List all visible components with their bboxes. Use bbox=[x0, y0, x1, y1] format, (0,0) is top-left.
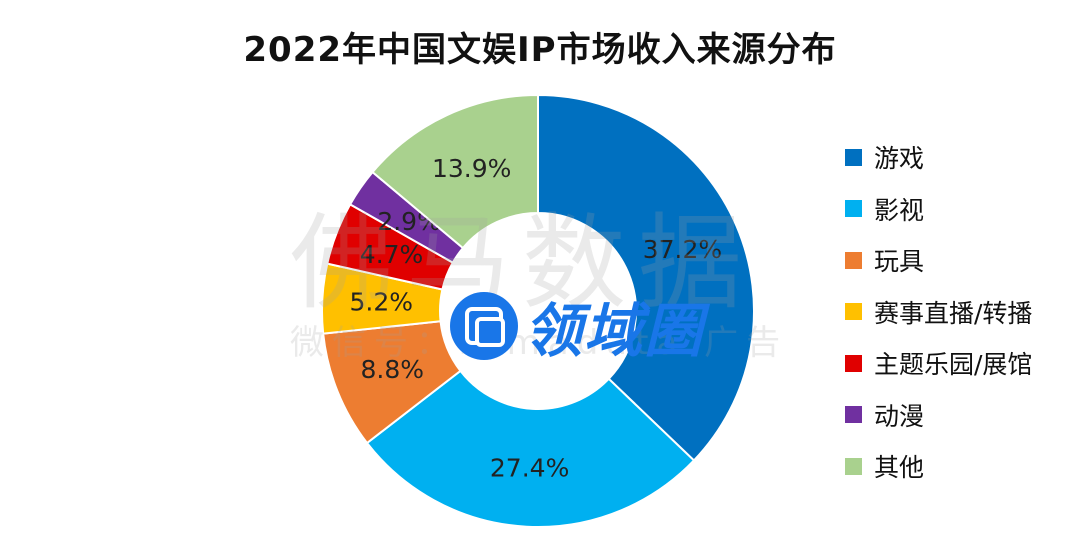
legend: 游戏影视玩具赛事直播/转播 主题乐园/展馆 动漫其他 bbox=[845, 138, 1032, 499]
slice-data-label-3: 5.2% bbox=[350, 287, 414, 316]
legend-label: 主题乐园/展馆 bbox=[874, 350, 1033, 379]
watermark-subtext: 微信号：fomadata 广告 bbox=[290, 323, 789, 363]
slice-data-label-6: 13.9% bbox=[432, 154, 511, 183]
legend-label: 影视 bbox=[874, 195, 925, 225]
slice-data-label-2: 8.8% bbox=[361, 355, 425, 384]
legend-swatch bbox=[845, 457, 862, 475]
slice-data-label-4: 4.7% bbox=[360, 240, 424, 269]
logo: 领域圈 bbox=[450, 284, 704, 368]
overlapping-squares-icon bbox=[450, 292, 518, 360]
slice-data-label-0: 37.2% bbox=[643, 235, 722, 264]
legend-swatch bbox=[845, 406, 862, 423]
legend-item-4: 主题乐园/展馆 bbox=[845, 344, 1032, 382]
legend-swatch bbox=[845, 251, 862, 269]
donut-slice-0 bbox=[537, 93, 755, 462]
legend-swatch bbox=[845, 303, 862, 320]
logo-text: 领域圈 bbox=[524, 297, 705, 365]
legend-label: 玩具 bbox=[874, 247, 925, 276]
legend-label: 动漫 bbox=[874, 401, 925, 431]
donut-slice-6 bbox=[371, 93, 539, 250]
legend-swatch bbox=[845, 354, 862, 372]
legend-item-6: 其他 bbox=[845, 447, 1032, 485]
legend-label: 其他 bbox=[874, 453, 925, 482]
legend-item-3: 赛事直播/转播 bbox=[845, 293, 1032, 331]
slice-data-label-1: 27.4% bbox=[490, 453, 569, 482]
legend-item-5: 动漫 bbox=[845, 396, 1032, 434]
legend-item-1: 影视 bbox=[845, 190, 1032, 228]
legend-swatch bbox=[845, 200, 862, 217]
legend-label: 赛事直播/转播 bbox=[874, 298, 1033, 328]
legend-item-0: 游戏 bbox=[845, 138, 1032, 176]
donut-slice-1 bbox=[365, 369, 696, 528]
legend-swatch bbox=[845, 148, 862, 166]
legend-label: 游戏 bbox=[874, 144, 925, 173]
watermark-text: 佛马数据 bbox=[290, 202, 755, 324]
legend-item-2: 玩具 bbox=[845, 241, 1032, 279]
chart-title: 2022年中国文娱IP市场收入来源分布 bbox=[243, 30, 837, 70]
